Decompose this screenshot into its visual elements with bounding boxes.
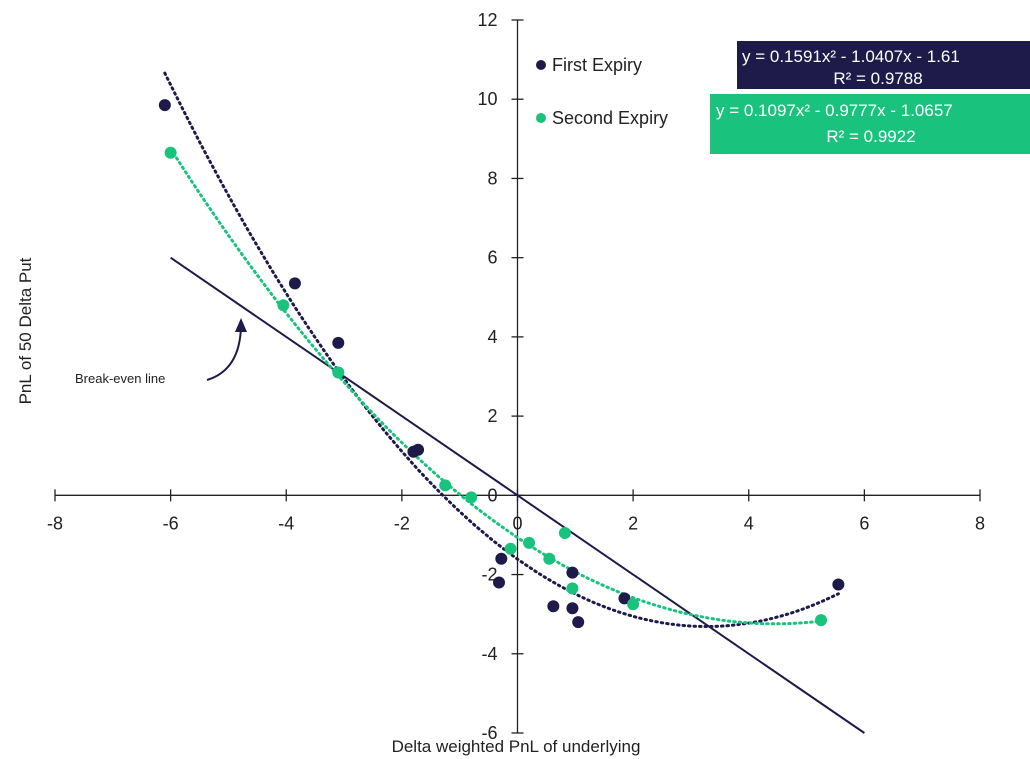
breakeven-annotation-arrow [206,325,242,381]
points-layer [158,99,845,629]
x-tick-label: -8 [47,513,63,533]
y-tick-label: 2 [487,406,497,426]
y-tick-label: 8 [487,168,497,188]
y-tick-label: 6 [487,248,497,268]
x-tick-label: 0 [512,513,522,533]
legend-label-second-expiry: Second Expiry [552,108,668,128]
equation-box-first-expiry-bg [737,41,1030,89]
equation-first-expiry: y = 0.1591x² - 1.0407x - 1.61 [742,47,960,66]
point-first-expiry [618,592,631,605]
point-second-expiry [543,552,556,565]
r2-second-expiry: R² = 0.9922 [826,127,915,146]
y-tick-label: 12 [477,10,497,30]
point-first-expiry [495,552,508,565]
y-tick-label: 4 [487,327,497,347]
legend: First Expiry Second Expiry [536,55,668,128]
point-first-expiry [158,99,171,112]
equation-box-second-expiry-bg [710,94,1030,154]
point-first-expiry [572,616,585,629]
point-second-expiry [815,614,828,627]
x-tick-label: 6 [859,513,869,533]
point-second-expiry [566,582,579,595]
point-second-expiry [465,491,478,504]
equation-box-first-expiry: y = 0.1591x² - 1.0407x - 1.61 R² = 0.978… [737,41,1030,89]
legend-marker-first-expiry [536,60,546,70]
legend-label-first-expiry: First Expiry [552,55,642,75]
equation-second-expiry: y = 0.1097x² - 0.9777x - 1.0657 [716,101,953,120]
point-second-expiry [164,146,177,159]
tick-labels: -8 -6 -4 -2 0 2 4 6 8 -6 -4 -2 0 2 4 6 8 10 12 [47,10,985,743]
point-first-expiry [412,443,425,456]
breakeven-line [170,256,865,734]
point-second-expiry [332,366,345,379]
y-tick-label: -6 [481,723,497,743]
point-second-expiry [627,598,640,611]
point-second-expiry [558,526,571,539]
point-first-expiry [332,336,345,349]
breakeven-annotation-arrowhead [235,318,247,332]
x-tick-label: 2 [628,513,638,533]
lines-layer [163,71,865,734]
point-first-expiry [832,578,845,591]
x-tick-label: -4 [278,513,294,533]
trendline-second-expiry [169,147,823,626]
y-tick-label: -4 [481,644,497,664]
breakeven-annotation: Break-even line [75,318,247,386]
y-tick-label: 0 [487,485,497,505]
point-first-expiry [566,602,579,615]
y-tick-label: 10 [477,89,497,109]
r2-first-expiry: R² = 0.9788 [833,69,922,88]
y-tick-label: -2 [481,565,497,585]
trendline-first-expiry [163,71,840,628]
point-first-expiry [566,566,579,579]
equation-box-second-expiry: y = 0.1097x² - 0.9777x - 1.0657 R² = 0.9… [710,94,1030,154]
breakeven-annotation-label: Break-even line [75,371,165,386]
x-axis-title: Delta weighted PnL of underlying [392,737,641,756]
legend-marker-second-expiry [536,113,546,123]
point-second-expiry [439,479,452,492]
point-second-expiry [504,542,517,555]
x-tick-label: -2 [394,513,410,533]
point-second-expiry [523,536,536,549]
x-tick-label: 8 [975,513,985,533]
point-first-expiry [288,277,301,290]
x-tick-label: -6 [163,513,179,533]
y-axis-title: PnL of 50 Delta Put [16,257,35,404]
point-second-expiry [277,299,290,312]
x-tick-label: 4 [744,513,754,533]
point-first-expiry [547,600,560,613]
point-first-expiry [493,576,505,589]
